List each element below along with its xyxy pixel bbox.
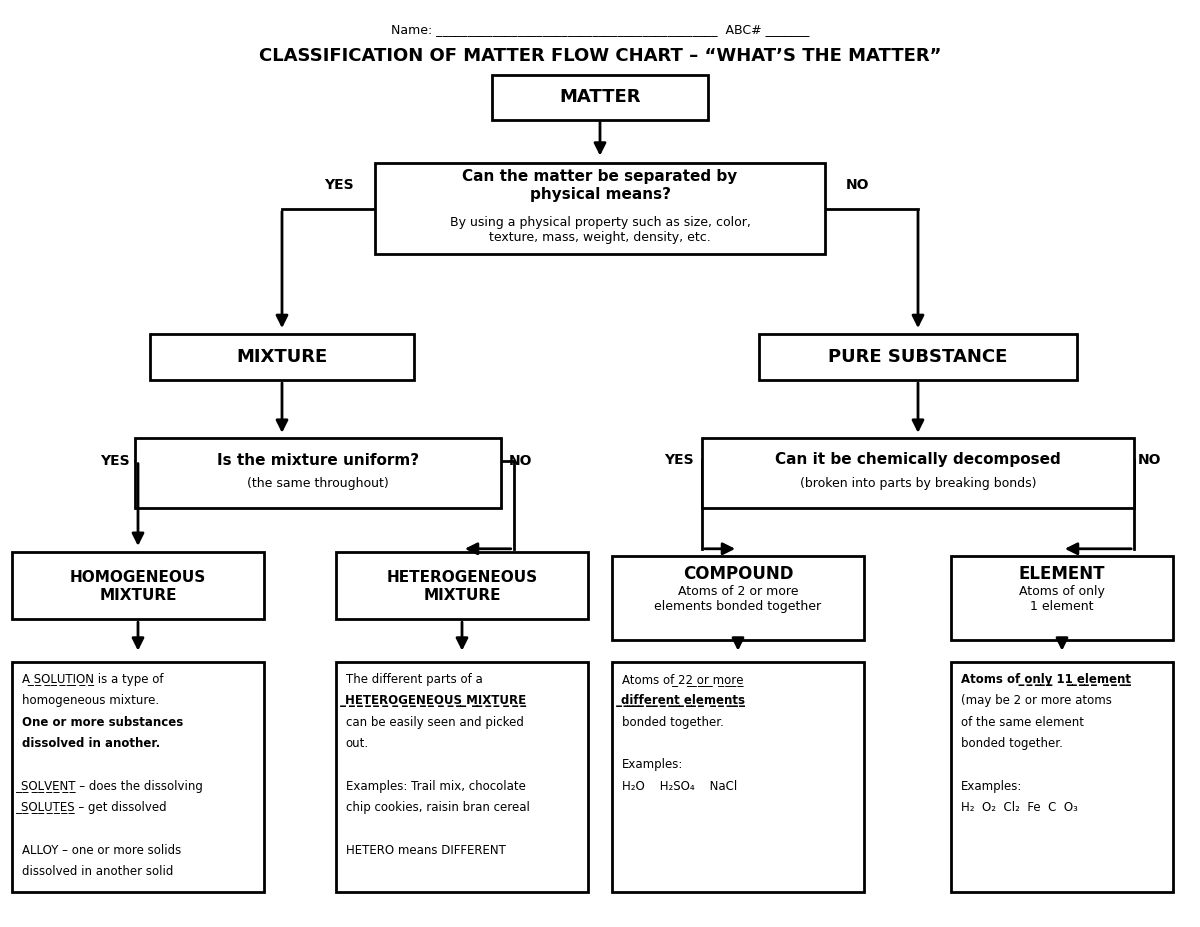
Text: HETERO means DIFFERENT: HETERO means DIFFERENT (346, 844, 505, 857)
Text: By using a physical property such as size, color,
texture, mass, weight, density: By using a physical property such as siz… (450, 216, 750, 244)
Text: NO: NO (846, 178, 870, 193)
Text: Examples: Trail mix, chocolate: Examples: Trail mix, chocolate (346, 780, 526, 793)
Text: Can the matter be separated by
physical means?: Can the matter be separated by physical … (462, 170, 738, 201)
Text: PURE SUBSTANCE: PURE SUBSTANCE (828, 348, 1008, 366)
Text: can be easily seen and picked: can be easily seen and picked (346, 716, 523, 729)
Bar (702, 438, 1134, 508)
Text: dissolved in another solid: dissolved in another solid (22, 865, 173, 878)
Text: dissolved in another.: dissolved in another. (22, 737, 160, 750)
Text: MATTER: MATTER (559, 88, 641, 107)
Text: NO: NO (509, 453, 533, 468)
Text: of the same element: of the same element (961, 716, 1084, 729)
Text: MIXTURE: MIXTURE (236, 348, 328, 366)
Text: MIXTURE: MIXTURE (424, 588, 500, 603)
Text: Name: _____________________________________________  ABC# _______: Name: __________________________________… (391, 23, 809, 36)
Bar (150, 334, 414, 380)
Bar (12, 662, 264, 892)
Text: One or more substances: One or more substances (22, 716, 182, 729)
Text: Examples:: Examples: (622, 758, 683, 771)
Text: ̲S̲O̲L̲U̲T̲E̲S̲ – get dissolved: ̲S̲O̲L̲U̲T̲E̲S̲ – get dissolved (22, 801, 167, 814)
Text: out.: out. (346, 737, 368, 750)
Text: NO: NO (1138, 452, 1162, 467)
Bar (136, 438, 502, 508)
Text: Can it be chemically decomposed: Can it be chemically decomposed (775, 452, 1061, 467)
Text: MIXTURE: MIXTURE (100, 588, 176, 603)
Text: H₂  O₂  Cl₂  Fe  C  O₃: H₂ O₂ Cl₂ Fe C O₃ (961, 801, 1078, 814)
Bar (374, 163, 826, 254)
Text: ̲d̲i̲f̲f̲e̲r̲e̲n̲t̲ ̲e̲l̲e̲m̲e̲n̲t̲s̲: ̲d̲i̲f̲f̲e̲r̲e̲n̲t̲ ̲e̲l̲e̲m̲e̲n̲t̲s̲ (622, 694, 745, 707)
Bar (492, 75, 708, 120)
Text: CLASSIFICATION OF MATTER FLOW CHART – “WHAT’S THE MATTER”: CLASSIFICATION OF MATTER FLOW CHART – “W… (259, 46, 941, 65)
Text: YES: YES (324, 178, 354, 193)
Text: ̲S̲O̲L̲V̲E̲N̲T̲ – does the dissolving: ̲S̲O̲L̲V̲E̲N̲T̲ – does the dissolving (22, 780, 204, 793)
Bar (760, 334, 1078, 380)
Text: COMPOUND: COMPOUND (683, 565, 793, 583)
Text: (the same throughout): (the same throughout) (247, 477, 389, 490)
Text: Atoms of ̲̲22̲ ̲o̲r̲ ̲m̲o̲r̲e̲: Atoms of ̲̲22̲ ̲o̲r̲ ̲m̲o̲r̲e̲ (622, 673, 743, 686)
Text: HETEROGENEOUS: HETEROGENEOUS (386, 570, 538, 585)
Text: ALLOY – one or more solids: ALLOY – one or more solids (22, 844, 181, 857)
Bar (952, 662, 1174, 892)
Text: YES: YES (100, 453, 130, 468)
Text: YES: YES (664, 452, 694, 467)
Text: homogeneous mixture.: homogeneous mixture. (22, 694, 158, 707)
Bar (336, 552, 588, 619)
Text: Examples:: Examples: (961, 780, 1022, 793)
Bar (612, 556, 864, 640)
Text: Is the mixture uniform?: Is the mixture uniform? (217, 453, 419, 468)
Bar (336, 662, 588, 892)
Text: Atoms of 2 or more
elements bonded together: Atoms of 2 or more elements bonded toget… (654, 585, 822, 613)
Text: bonded together.: bonded together. (961, 737, 1062, 750)
Text: H₂O    H₂SO₄    NaCl: H₂O H₂SO₄ NaCl (622, 780, 737, 793)
Text: ELEMENT: ELEMENT (1019, 565, 1105, 583)
Text: ̲H̲E̲T̲E̲R̲O̲G̲E̲N̲E̲O̲U̲S̲ ̲M̲I̲X̲T̲U̲R̲E̲: ̲H̲E̲T̲E̲R̲O̲G̲E̲N̲E̲O̲U̲S̲ ̲M̲I̲X̲T̲U̲R… (346, 694, 527, 707)
Text: (may be 2 or more atoms: (may be 2 or more atoms (961, 694, 1111, 707)
Text: HOMOGENEOUS: HOMOGENEOUS (70, 570, 206, 585)
Text: Atoms of ̲o̲n̲l̲y̲ 11̲ ̲e̲l̲e̲m̲e̲n̲t̲: Atoms of ̲o̲n̲l̲y̲ 11̲ ̲e̲l̲e̲m̲e̲n̲t̲ (961, 673, 1130, 686)
Text: A ̲S̲O̲L̲U̲T̲I̲O̲N̲ is a type of: A ̲S̲O̲L̲U̲T̲I̲O̲N̲ is a type of (22, 673, 163, 686)
Text: (broken into parts by breaking bonds): (broken into parts by breaking bonds) (799, 477, 1037, 490)
Text: bonded together.: bonded together. (622, 716, 724, 729)
Bar (952, 556, 1174, 640)
Text: The different parts of a: The different parts of a (346, 673, 482, 686)
Text: chip cookies, raisin bran cereal: chip cookies, raisin bran cereal (346, 801, 529, 814)
Bar (612, 662, 864, 892)
Text: Atoms of only
1 element: Atoms of only 1 element (1019, 585, 1105, 613)
Bar (12, 552, 264, 619)
